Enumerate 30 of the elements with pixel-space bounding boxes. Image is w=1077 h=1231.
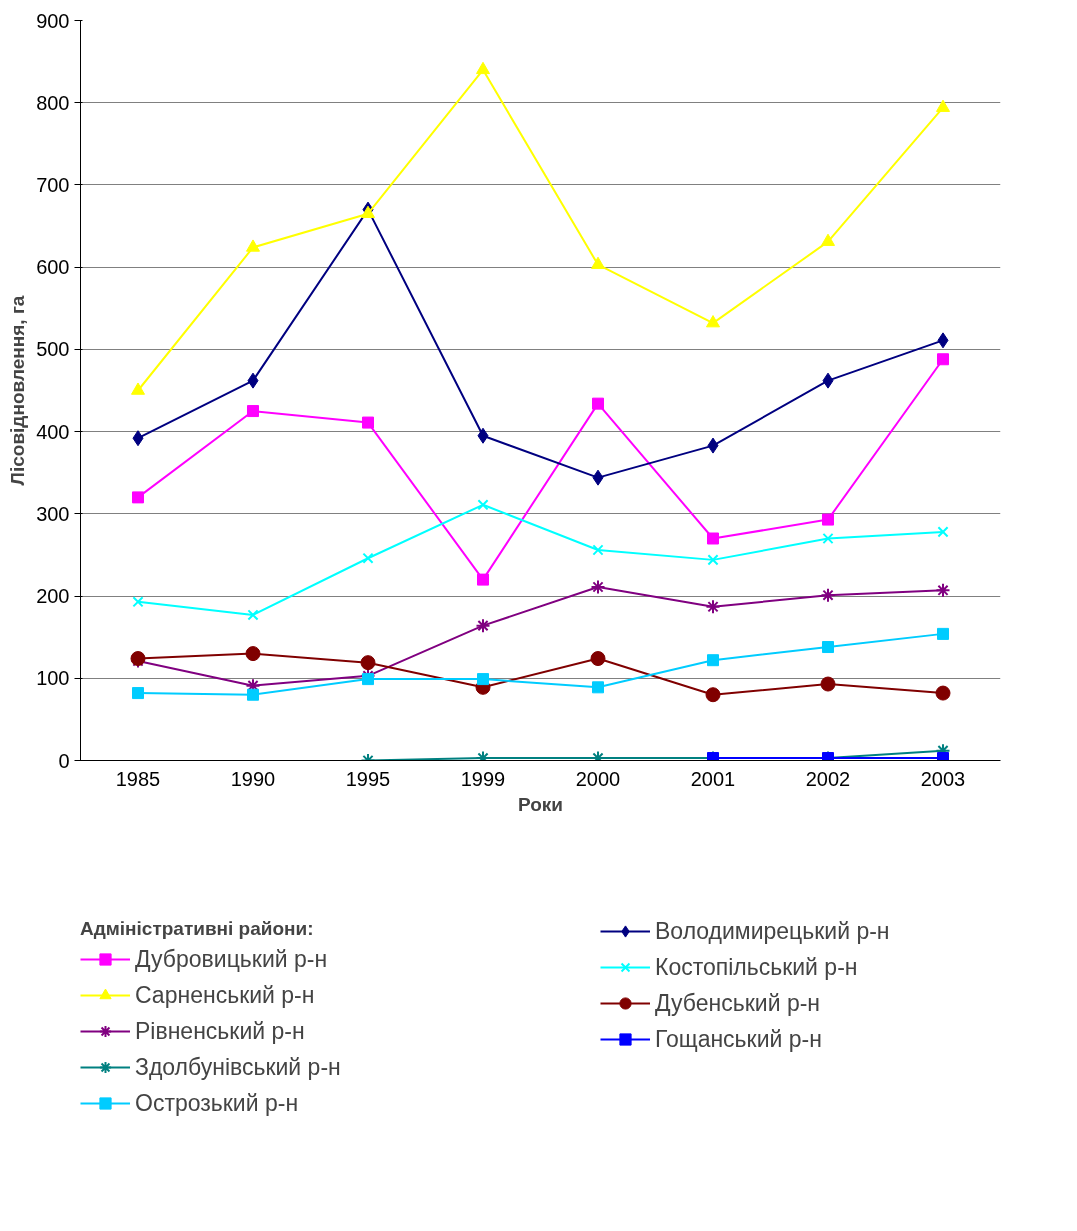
y-tick-label: 600 [36,256,70,279]
y-tick-label: 100 [36,667,70,690]
y-tick-label: 300 [36,502,70,525]
x-axis-title: Роки [518,793,563,815]
y-axis-title: Лісовідновлення, га [7,295,29,486]
legend-label: Острозький р-н [135,1089,299,1117]
legend-title: Адміністративні райони: [80,918,315,940]
legend-label: Гощанський р-н [655,1025,822,1053]
x-tick-label: 1999 [460,767,506,790]
legend-label: Сарненський р-н [135,981,315,1009]
x-tick-label: 1985 [115,767,161,790]
x-tick-label: 1990 [230,767,276,790]
y-tick-label: 0 [58,749,70,772]
y-tick-label: 500 [36,338,70,361]
legend-label: Дубровицький р-н [135,945,328,973]
x-tick-label: 1995 [345,767,391,790]
y-tick-label: 400 [36,420,70,443]
legend-label: Володимирецький р-н [655,917,890,945]
legend-label: Костопільський р-н [655,953,858,981]
x-tick-label: 2002 [805,767,851,790]
x-tick-label: 2001 [690,767,736,790]
x-tick-label: 2003 [920,767,966,790]
legend-label: Рівненський р-н [135,1017,305,1045]
legend-label: Здолбунівський р-н [135,1053,341,1081]
x-tick-label: 2000 [575,767,621,790]
y-tick-label: 800 [36,91,70,114]
legend-label: Дубенський р-н [655,989,821,1017]
y-tick-label: 700 [36,173,70,196]
y-tick-label: 900 [36,9,70,32]
y-tick-label: 200 [36,585,70,608]
